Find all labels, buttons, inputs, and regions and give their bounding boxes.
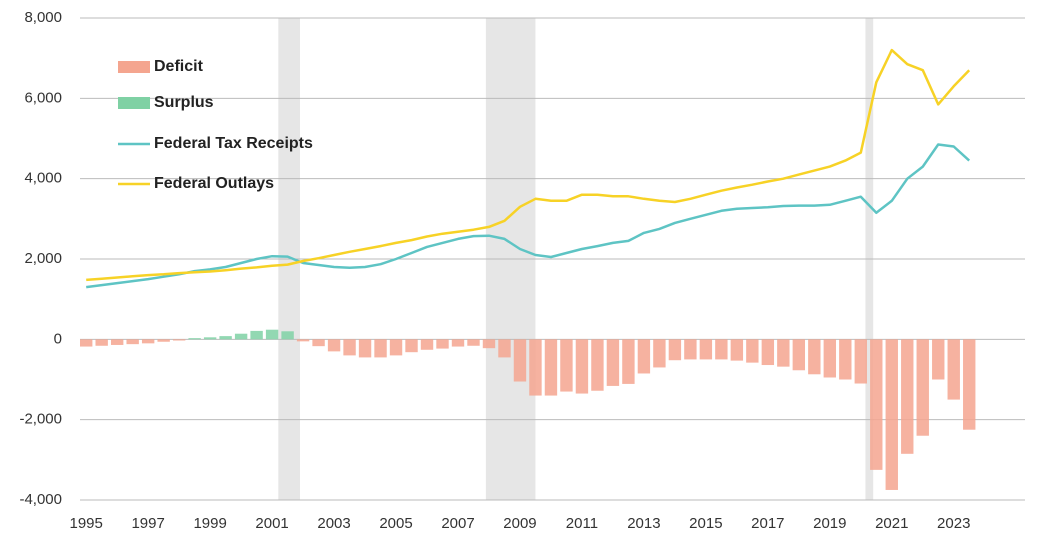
bar: [281, 331, 294, 340]
y-tick-label: 4,000: [24, 170, 62, 187]
bar: [947, 339, 960, 400]
bar: [203, 337, 217, 340]
bar: [591, 339, 604, 391]
x-tick-label: 2003: [317, 515, 350, 532]
legend-label: Surplus: [154, 94, 214, 111]
bar: [265, 329, 279, 340]
y-tick-label: -4,000: [19, 491, 62, 508]
x-tick-label: 2015: [689, 515, 722, 532]
x-tick-label: 1999: [193, 515, 226, 532]
bar: [870, 339, 883, 470]
x-tick-label: 2013: [627, 515, 660, 532]
bar: [761, 339, 775, 366]
bar: [172, 339, 186, 341]
bar: [188, 338, 201, 340]
bar: [839, 339, 852, 380]
y-tick-label: -2,000: [19, 411, 62, 428]
bar: [141, 339, 155, 344]
y-tick-label: 2,000: [24, 250, 62, 267]
bar: [327, 339, 341, 352]
legend-label: Federal Tax Receipts: [154, 135, 313, 152]
bar: [451, 339, 465, 347]
bar: [250, 330, 263, 340]
bar: [296, 339, 310, 342]
bar: [544, 339, 558, 396]
x-tick-label: 2017: [751, 515, 784, 532]
bar: [513, 339, 527, 382]
legend-swatch: [118, 61, 150, 73]
bar: [529, 339, 542, 396]
y-tick-label: 8,000: [24, 9, 62, 26]
legend-swatch: [118, 97, 150, 109]
bar: [885, 339, 898, 490]
legend-label: Federal Outlays: [154, 175, 274, 192]
x-tick-label: 2011: [566, 515, 598, 532]
x-tick-label: 2019: [813, 515, 846, 532]
bar: [653, 339, 666, 368]
x-tick-label: 2001: [255, 515, 288, 532]
bar: [730, 339, 744, 361]
bar: [467, 339, 480, 346]
x-tick-label: 1997: [131, 515, 164, 532]
bar: [234, 333, 248, 340]
x-tick-label: 1995: [70, 515, 103, 532]
bar: [916, 339, 929, 436]
bar: [110, 339, 124, 345]
bar: [792, 339, 806, 371]
bar: [405, 339, 418, 353]
bar: [808, 339, 821, 375]
bar: [575, 339, 589, 394]
bar: [343, 339, 356, 356]
y-tick-label: 6,000: [24, 89, 62, 106]
bar: [823, 339, 836, 378]
bar: [637, 339, 651, 374]
bar: [219, 336, 232, 340]
bar: [358, 339, 372, 358]
bar: [622, 339, 635, 384]
bar: [312, 339, 325, 347]
bar: [854, 339, 867, 384]
y-tick-label: 0: [54, 330, 62, 347]
legend-label: Deficit: [154, 58, 204, 75]
bar: [699, 339, 713, 360]
bar: [746, 339, 759, 363]
bar: [684, 339, 697, 360]
x-tick-label: 2007: [441, 515, 474, 532]
x-tick-label: 2005: [379, 515, 412, 532]
bar: [95, 339, 108, 346]
bar: [374, 339, 387, 358]
bar: [901, 339, 914, 454]
bar: [606, 339, 620, 386]
bar: [963, 339, 976, 430]
bar: [436, 339, 449, 349]
bar: [157, 339, 170, 342]
line-series: [86, 143, 971, 289]
bar: [80, 339, 93, 347]
bar: [482, 339, 496, 349]
x-tick-label: 2021: [875, 515, 908, 532]
bar: [560, 339, 573, 392]
bar: [668, 339, 682, 361]
bar: [420, 339, 434, 350]
bar: [715, 339, 728, 360]
x-tick-label: 2023: [937, 515, 970, 532]
line-series: [86, 48, 971, 282]
bar: [777, 339, 790, 367]
legend: Deficit Surplus Federal Tax Receipts Federa…: [118, 58, 313, 192]
bar: [126, 339, 139, 345]
bar: [932, 339, 945, 380]
bar: [389, 339, 403, 356]
x-tick-label: 2009: [503, 515, 536, 532]
bar: [498, 339, 511, 358]
